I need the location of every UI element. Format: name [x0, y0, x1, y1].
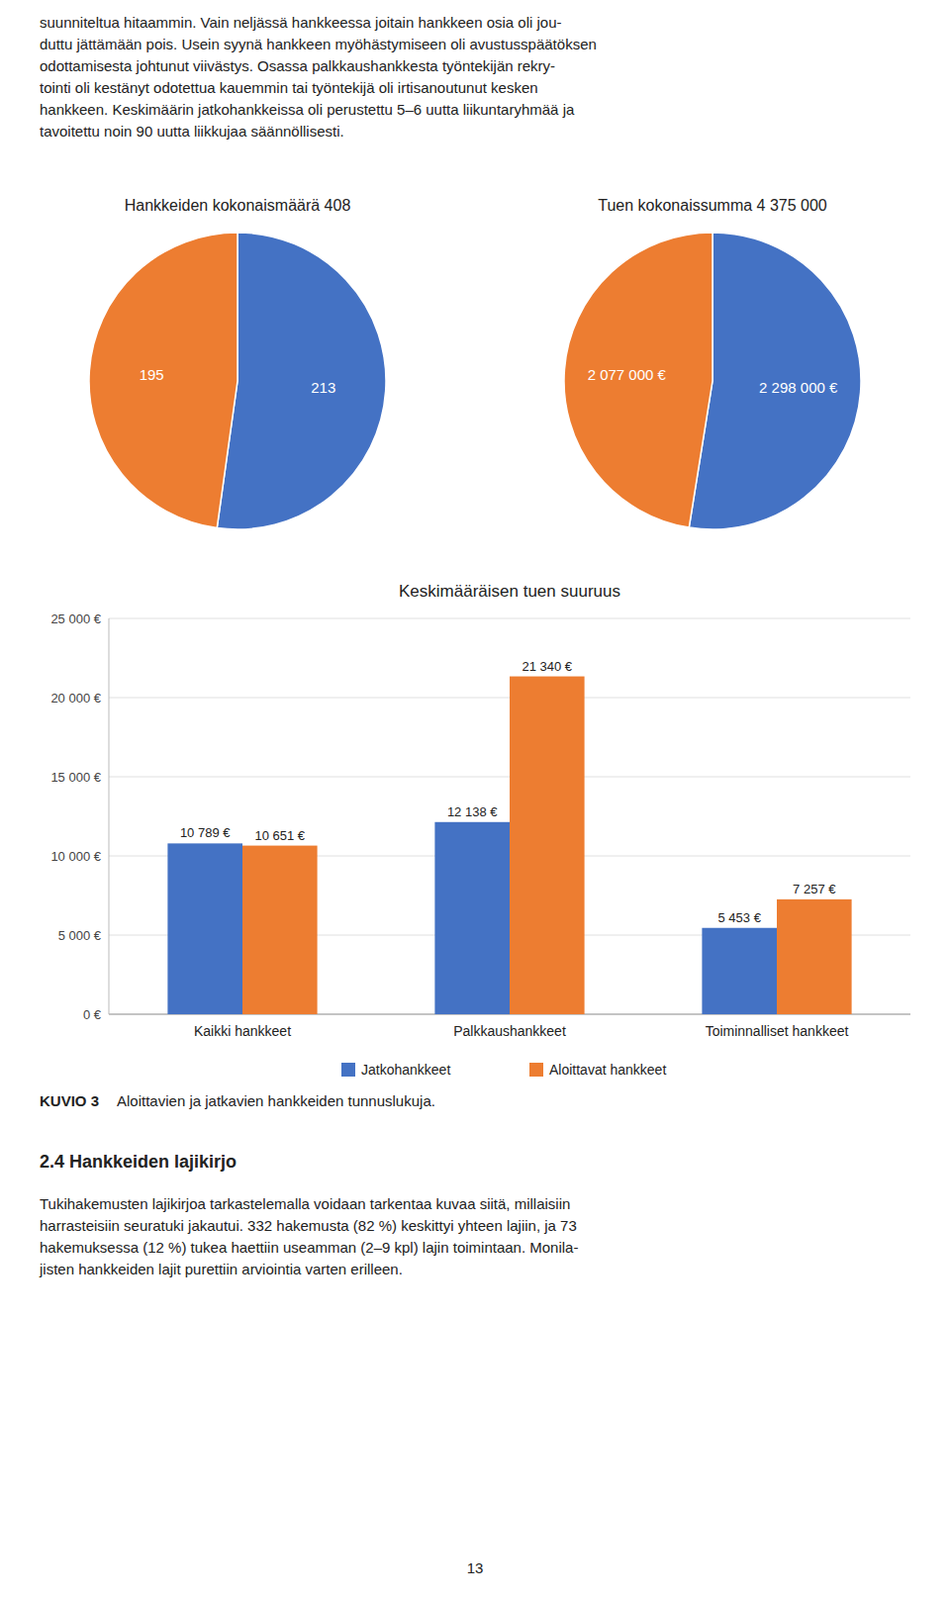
grid-line — [108, 618, 911, 620]
body-text: duttu jättämään pois. Usein syynä hankke… — [39, 35, 597, 53]
body-text: suunniteltua hitaammin. Vain neljässä ha… — [39, 13, 563, 31]
y-tick-label: 25 000 € — [50, 611, 101, 627]
body-text: odottamisesta johtunut viivästys. Osassa… — [39, 57, 556, 75]
pie-slice — [564, 232, 713, 528]
body-text: tointi oli kestänyt odotettua kauemmin t… — [39, 79, 539, 96]
legend: Jatkohankkeet Aloittavat hankkeet — [341, 1061, 666, 1078]
page: suunniteltua hitaammin. Vain neljässä ha… — [0, 0, 950, 1600]
body-text: jisten hankkeiden lajit purettiin arvioi… — [38, 1260, 403, 1278]
body-text: hankkeen. Keskimäärin jatkohankkeissa ol… — [39, 100, 575, 118]
legend-entry: Aloittavat hankkeet — [549, 1061, 666, 1078]
data-label: 195 — [139, 366, 165, 383]
data-label: 12 138 € — [447, 804, 498, 820]
body-text: Tukihakemusten lajikirjoa tarkastelemall… — [39, 1195, 570, 1213]
data-label: 2 077 000 € — [587, 366, 667, 383]
caption-text: Aloittavien ja jatkavien hankkeiden tunn… — [116, 1092, 436, 1110]
chart-title: Hankkeiden kokonaismäärä 408 — [124, 196, 352, 214]
data-label: 21 340 € — [521, 659, 572, 674]
pie-chart: Hankkeiden kokonaismäärä 408 213 195 — [89, 196, 386, 530]
x-tick-label: Toiminnalliset hankkeet — [705, 1023, 850, 1040]
caption: KUVIO 3 Aloittavien ja jatkavien hankkeid… — [39, 1092, 436, 1110]
bars — [167, 676, 852, 1015]
data-label: 7 257 € — [792, 881, 837, 897]
y-tick-label: 20 000 € — [50, 690, 101, 706]
body-text: tavoitettu noin 90 uutta liikkujaa säänn… — [39, 122, 345, 140]
body-text: hakemuksessa (12 %) tukea haettiin useam… — [39, 1238, 578, 1256]
body-text: harrasteisiin seuratuki jakautui. 332 ha… — [39, 1217, 577, 1235]
bar — [509, 676, 585, 1015]
chart-title: Tuen kokonaissumma 4 375 000 — [597, 196, 828, 214]
y-tick-label: 15 000 € — [50, 769, 101, 785]
legend-swatch — [341, 1062, 356, 1077]
pie-slice — [89, 232, 238, 529]
y-tick-label: 10 000 € — [50, 849, 101, 864]
pie-slice — [216, 232, 386, 530]
caption-label: KUVIO 3 — [39, 1092, 99, 1110]
y-tick-label: 5 000 € — [58, 928, 102, 944]
x-tick-label: Kaikki hankkeet — [193, 1023, 291, 1040]
bar — [167, 843, 243, 1015]
legend-swatch — [529, 1062, 544, 1077]
chart-title: Keskimääräisen tuen suuruus — [398, 581, 621, 601]
y-axis-line — [108, 618, 110, 1015]
data-label: 213 — [310, 379, 336, 396]
legend-entry: Jatkohankkeet — [361, 1061, 451, 1078]
data-label: 10 789 € — [180, 825, 231, 841]
section-title: 2.4 Hankkeiden lajikirjo — [39, 1151, 237, 1172]
data-label: 10 651 € — [254, 828, 305, 844]
data-label: 5 453 € — [718, 910, 762, 926]
pie-slice — [688, 232, 861, 530]
y-tick-label: 0 € — [83, 1007, 102, 1023]
x-tick-label: Palkkaushankkeet — [453, 1023, 567, 1040]
page-number: 13 — [467, 1559, 484, 1577]
bar — [242, 846, 318, 1015]
bar — [776, 899, 853, 1015]
pie-chart: Tuen kokonaissumma 4 375 000 2 298 000 € 2… — [564, 196, 861, 530]
bar — [701, 928, 777, 1015]
bar-chart: Keskimääräisen tuen suuruus 0 € 5 000 € 10 … — [50, 581, 911, 1078]
bar — [434, 822, 510, 1015]
data-label: 2 298 000 € — [759, 379, 839, 396]
